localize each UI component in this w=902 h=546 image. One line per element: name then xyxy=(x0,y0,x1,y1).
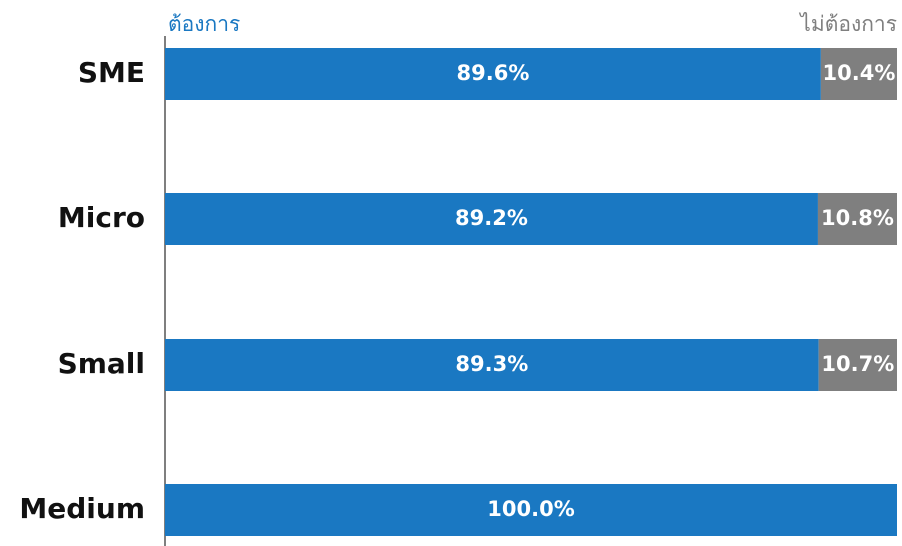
value-label: 10.4% xyxy=(823,61,896,85)
bar-segment xyxy=(817,193,897,245)
bar-segment xyxy=(165,48,821,100)
bar-segment xyxy=(165,339,819,391)
y-tick-label: Micro xyxy=(58,201,145,234)
y-tick-label: Small xyxy=(58,347,145,380)
y-tick-label: Medium xyxy=(19,492,145,525)
value-label: 89.2% xyxy=(455,206,528,230)
value-label: 89.6% xyxy=(457,61,530,85)
bar-segment xyxy=(818,339,897,391)
value-label: 100.0% xyxy=(487,497,574,521)
value-label: 10.7% xyxy=(821,352,894,376)
value-label: 10.8% xyxy=(821,206,894,230)
bar-segment xyxy=(820,48,897,100)
legend-label: ต้องการ xyxy=(168,12,240,36)
y-tick-label: SME xyxy=(78,56,145,89)
bar-segment xyxy=(165,484,897,536)
value-label: 89.3% xyxy=(455,352,528,376)
bar-segment xyxy=(165,193,818,245)
legend-label: ไม่ต้องการ xyxy=(798,12,897,36)
